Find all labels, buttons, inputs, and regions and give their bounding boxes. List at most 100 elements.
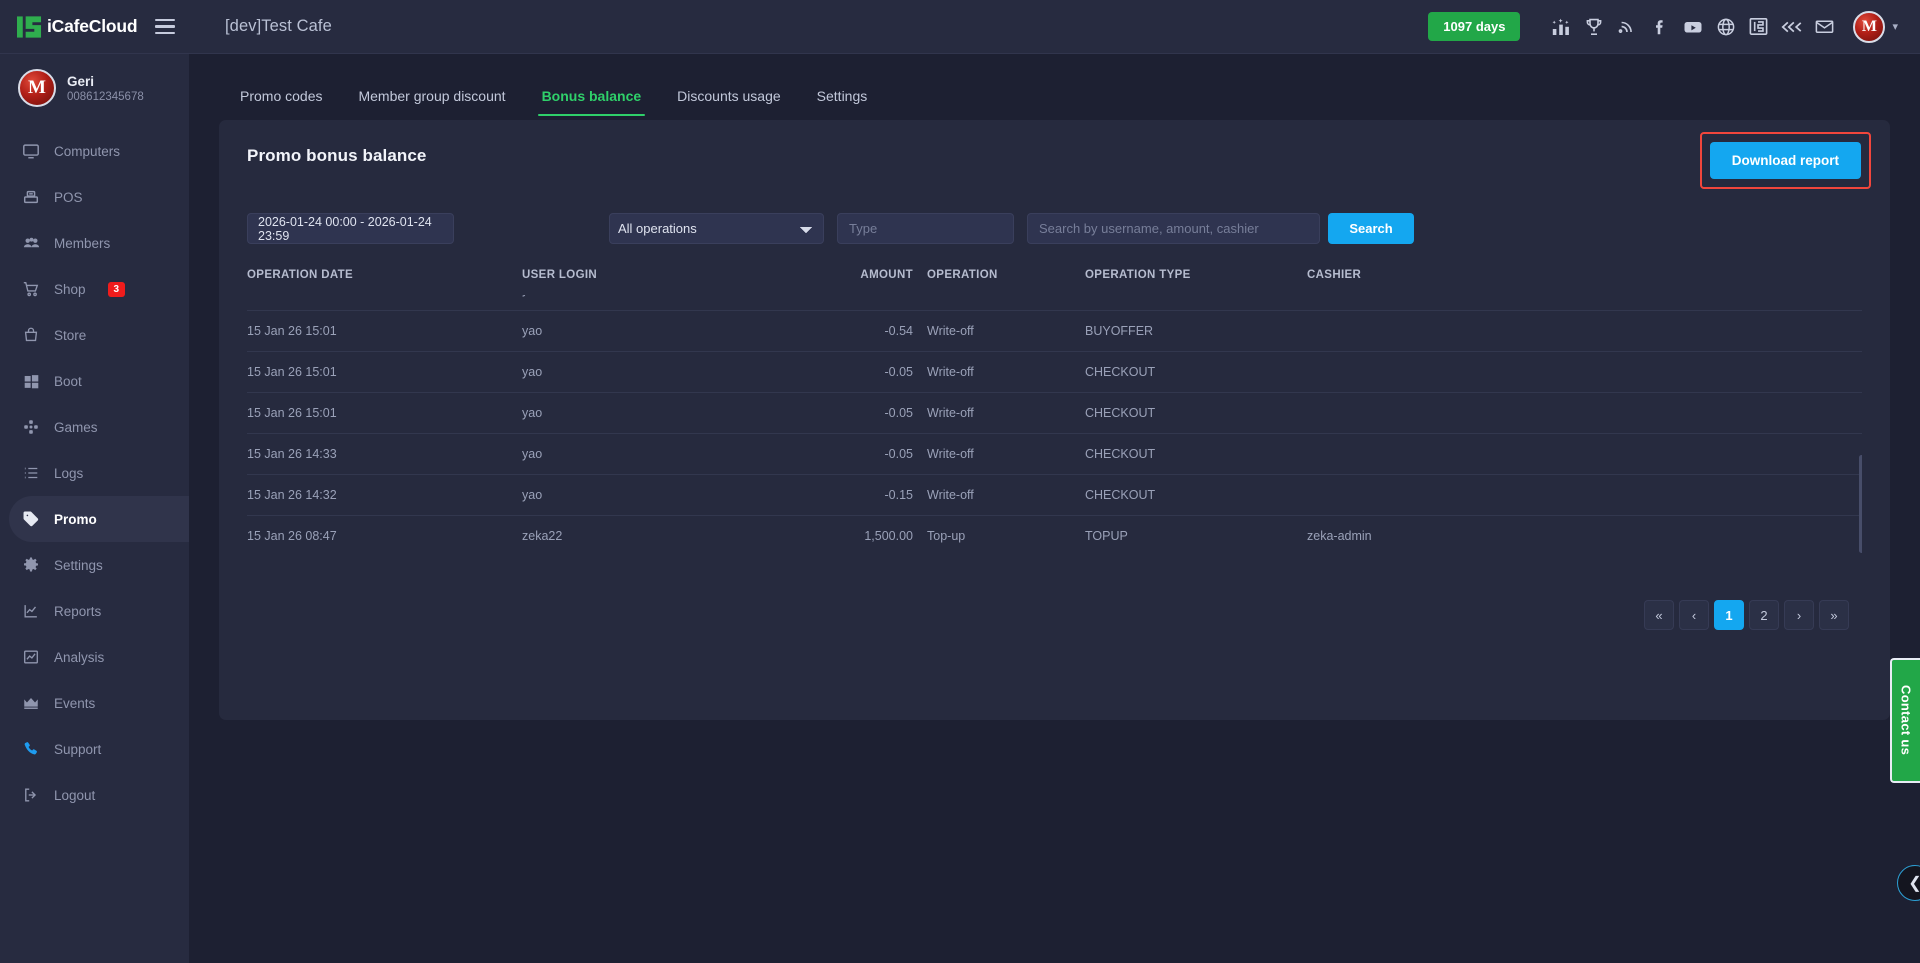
topbar-avatar[interactable]: M <box>1853 10 1886 43</box>
cell-amount: -0.05 <box>812 433 927 475</box>
icafe-square-icon[interactable] <box>1742 12 1775 42</box>
date-range-input[interactable]: 2026-01-24 00:00 - 2026-01-24 23:59 <box>247 213 454 244</box>
cell-user: yao <box>522 474 812 516</box>
brand-header: iCafeCloud <box>0 0 189 54</box>
cell-user: zeka22 <box>522 515 812 553</box>
sidebar-item-label: Members <box>54 235 111 251</box>
leaderboard-icon[interactable] <box>1544 12 1577 42</box>
chevron-down-icon[interactable]: ▾ <box>1892 21 1898 33</box>
sidebar-item-pos[interactable]: POS <box>0 174 189 220</box>
sidebar-item-boot[interactable]: Boot <box>0 358 189 404</box>
table-header-table: OPERATION DATE USER LOGIN AMOUNT OPERATI… <box>247 261 1862 295</box>
topbar: [dev]Test Cafe 1097 days <box>189 0 1920 54</box>
sidebar-item-events[interactable]: Events <box>0 680 189 726</box>
sidebar-item-shop[interactable]: Shop 3 <box>0 266 189 312</box>
sidebar-profile[interactable]: M Geri 008612345678 <box>0 54 189 122</box>
windows-boot-icon <box>21 371 41 391</box>
pagination-first[interactable]: « <box>1644 600 1674 630</box>
sidebar-item-label: Logs <box>54 465 84 481</box>
tab-member-group-discount[interactable]: Member group discount <box>358 88 506 104</box>
sidebar-item-label: POS <box>54 189 83 205</box>
table-row[interactable]: 15 Jan 26 08:47 zeka22 1,500.00 Top-up T… <box>247 515 1862 553</box>
cell-user: yao <box>522 392 812 434</box>
days-remaining-badge[interactable]: 1097 days <box>1428 12 1521 41</box>
cell-operation: Write-off <box>927 310 1085 352</box>
contact-us-tab[interactable]: Contact us <box>1890 658 1920 783</box>
sidebar-item-label: Support <box>54 741 102 757</box>
logout-icon <box>21 785 41 805</box>
sidebar-item-games[interactable]: Games <box>0 404 189 450</box>
tab-bonus-balance[interactable]: Bonus balance <box>524 88 660 116</box>
youtube-icon[interactable] <box>1676 12 1709 42</box>
sidebar-item-logs[interactable]: Logs <box>0 450 189 496</box>
cell-cashier <box>1307 310 1862 352</box>
sidebar-item-members[interactable]: Members <box>0 220 189 266</box>
pagination-page-1[interactable]: 1 <box>1714 600 1744 630</box>
pagination-prev[interactable]: ‹ <box>1679 600 1709 630</box>
globe-icon[interactable] <box>1709 12 1742 42</box>
contact-us-label: Contact us <box>1898 685 1914 756</box>
sidebar-item-reports[interactable]: Reports <box>0 588 189 634</box>
cell-amount: -0.05 <box>812 295 927 311</box>
table-row[interactable]: 15 Jan 26 15:01 yao -0.54 Write-off BUYO… <box>247 310 1862 352</box>
cell-cashier <box>1307 351 1862 393</box>
sidebar-item-settings[interactable]: Settings <box>0 542 189 588</box>
sidebar-nav: Computers POS Members Shop 3 Store <box>0 122 189 818</box>
sidebar-item-computers[interactable]: Computers <box>0 128 189 174</box>
sidebar-item-logout[interactable]: Logout <box>0 772 189 818</box>
table-row[interactable]: 15 Jan 26 15:01 yao -0.05 Write-off CHEC… <box>247 351 1862 393</box>
sidebar-item-support[interactable]: Support <box>0 726 189 772</box>
search-input[interactable] <box>1027 213 1320 244</box>
cash-register-icon <box>21 187 41 207</box>
pagination-last[interactable]: » <box>1819 600 1849 630</box>
table-scroll-region[interactable]: 15 Jan 26 15:01 yao -0.05 Write-off BUYO… <box>247 295 1862 553</box>
col-operation-type: OPERATION TYPE <box>1085 261 1307 295</box>
table-row[interactable]: 15 Jan 26 15:01 yao -0.05 Write-off CHEC… <box>247 392 1862 434</box>
analysis-chart-icon <box>21 647 41 667</box>
tab-promo-codes[interactable]: Promo codes <box>240 88 323 104</box>
download-report-button[interactable]: Download report <box>1709 142 1861 179</box>
rss-icon[interactable] <box>1610 12 1643 42</box>
cell-amount: 1,500.00 <box>812 515 927 553</box>
tab-discounts-usage[interactable]: Discounts usage <box>677 88 781 104</box>
cell-type: CHECKOUT <box>1085 351 1307 393</box>
table-row[interactable]: 15 Jan 26 15:01 yao -0.05 Write-off BUYO… <box>247 295 1862 311</box>
sidebar: iCafeCloud M Geri 008612345678 Computers… <box>0 0 189 963</box>
facebook-icon[interactable] <box>1643 12 1676 42</box>
hamburger-menu-icon[interactable] <box>155 19 175 34</box>
bonus-balance-table: OPERATION DATE USER LOGIN AMOUNT OPERATI… <box>247 261 1862 553</box>
cell-date: 15 Jan 26 15:01 <box>247 351 522 393</box>
tab-bar: Promo codes Member group discount Bonus … <box>219 54 1890 116</box>
table-row[interactable]: 15 Jan 26 14:32 yao -0.15 Write-off CHEC… <box>247 474 1862 516</box>
profile-id: 008612345678 <box>67 90 144 103</box>
cell-type: CHECKOUT <box>1085 474 1307 516</box>
chevrons-icon[interactable] <box>1775 12 1808 42</box>
table-vertical-scrollbar[interactable] <box>1859 455 1862 553</box>
table-row[interactable]: 15 Jan 26 14:33 yao -0.05 Write-off CHEC… <box>247 433 1862 475</box>
pagination-next[interactable]: › <box>1784 600 1814 630</box>
col-operation-date: OPERATION DATE <box>247 261 522 295</box>
mail-icon[interactable] <box>1808 12 1841 42</box>
sidebar-item-store[interactable]: Store <box>0 312 189 358</box>
cell-cashier: zeka-admin <box>1307 515 1862 553</box>
sidebar-item-promo[interactable]: Promo <box>9 496 189 542</box>
store-bag-icon <box>21 325 41 345</box>
pagination-page-2[interactable]: 2 <box>1749 600 1779 630</box>
type-input[interactable] <box>837 213 1014 244</box>
trophy-icon[interactable] <box>1577 12 1610 42</box>
search-button[interactable]: Search <box>1328 213 1414 244</box>
cell-type: TOPUP <box>1085 515 1307 553</box>
cell-amount: -0.05 <box>812 351 927 393</box>
pagination: « ‹ 1 2 › » <box>247 600 1862 630</box>
brand-logo[interactable]: iCafeCloud <box>17 15 138 38</box>
sidebar-item-analysis[interactable]: Analysis <box>0 634 189 680</box>
cell-operation: Write-off <box>927 351 1085 393</box>
cell-operation: Write-off <box>927 392 1085 434</box>
cell-cashier <box>1307 295 1862 311</box>
col-amount: AMOUNT <box>812 261 927 295</box>
tab-settings[interactable]: Settings <box>816 88 868 104</box>
operation-select[interactable]: All operations Top-up Write-off <box>609 213 824 244</box>
cell-amount: -0.05 <box>812 392 927 434</box>
sidebar-item-label: Store <box>54 327 87 343</box>
col-user-login: USER LOGIN <box>522 261 812 295</box>
